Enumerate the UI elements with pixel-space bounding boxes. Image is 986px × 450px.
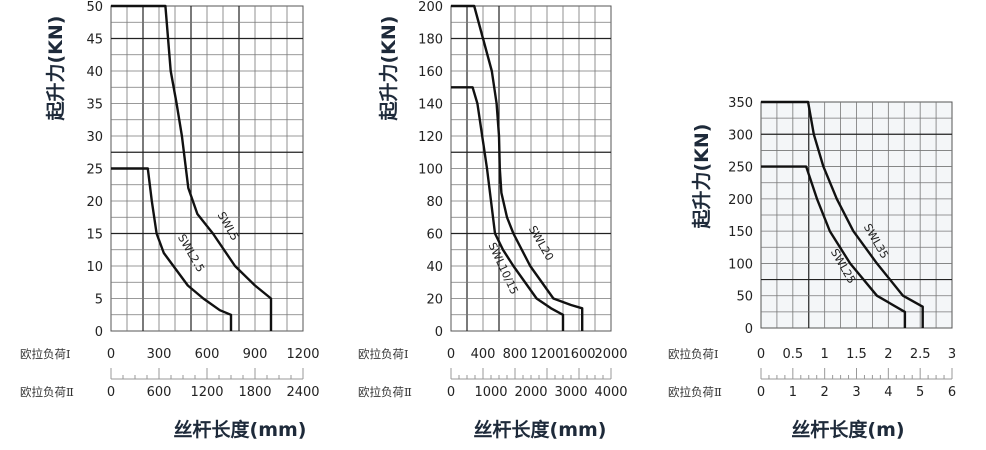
x-tick-label-II: 2 <box>821 385 829 400</box>
series-line-swl25 <box>761 165 907 328</box>
chart-1: 0 5 10 15 20 25 30 35 40 45 50 起升力(KN) 欧拉负荷Ⅰ 0 300 600 9… <box>20 0 320 441</box>
x-tick-label-I: 0.5 <box>782 347 803 362</box>
y-axis-label: 起升力(KN) <box>377 16 400 122</box>
y-tick-label: 40 <box>86 65 103 80</box>
y-tick-label: 50 <box>86 0 103 15</box>
x-axis-label: 丝杆长度(mm) <box>174 418 307 441</box>
x-tick-label-II: 5 <box>916 385 924 400</box>
x-tick-label-I: 900 <box>243 347 268 362</box>
y-tick-label: 10 <box>86 260 103 275</box>
y-tick-label: 25 <box>86 163 103 178</box>
y-tick-label: 20 <box>86 195 103 210</box>
x-tick-label-II: 1200 <box>190 385 223 400</box>
series-line-swl35 <box>761 100 924 328</box>
x-tick-label-I: 0 <box>757 347 765 362</box>
euler-load-I-label: 欧拉负荷Ⅰ <box>358 347 409 361</box>
y-tick-label: 50 <box>736 290 753 305</box>
x-tick-label-I: 2.5 <box>910 347 931 362</box>
y-tick-label: 300 <box>728 128 753 143</box>
y-tick-label: 60 <box>426 228 443 243</box>
y-tick-label: 350 <box>728 96 753 111</box>
x-tick-label-I: 1 <box>821 347 829 362</box>
y-tick-label: 0 <box>95 325 103 340</box>
y-tick-label: 0 <box>435 325 443 340</box>
x-axis-label: 丝杆长度(m) <box>791 418 904 441</box>
x-tick-label-I: 400 <box>471 347 496 362</box>
y-tick-label: 30 <box>86 130 103 145</box>
y-tick-label: 160 <box>418 65 443 80</box>
x-tick-label-II: 4 <box>884 385 892 400</box>
euler-load-II-label: 欧拉负荷Ⅱ <box>358 385 412 399</box>
y-tick-label: 45 <box>86 33 103 48</box>
y-tick-label: 180 <box>418 33 443 48</box>
y-tick-label: 80 <box>426 195 443 210</box>
series-line-swl1015 <box>451 86 565 331</box>
y-tick-label: 0 <box>745 322 753 337</box>
x-tick-label-II: 1800 <box>238 385 271 400</box>
series-line-swl20 <box>451 4 584 331</box>
x-tick-label-II: 1 <box>789 385 797 400</box>
x-tick-label-II: 600 <box>147 385 172 400</box>
series-line-swl5 <box>111 4 273 331</box>
x-tick-label-I: 2 <box>884 347 892 362</box>
x-tick-label-I: 300 <box>147 347 172 362</box>
x-tick-label-I: 0 <box>447 347 455 362</box>
y-tick-label: 140 <box>418 98 443 113</box>
y-tick-label: 100 <box>418 163 443 178</box>
x-tick-label-II: 0 <box>447 385 455 400</box>
y-tick-label: 200 <box>418 0 443 15</box>
y-tick-label: 40 <box>426 260 443 275</box>
euler-load-I-label: 欧拉负荷Ⅰ <box>20 347 71 361</box>
x-tick-label-II: 2400 <box>286 385 319 400</box>
x-tick-label-I: 3 <box>948 347 956 362</box>
x-tick-label-I: 1200 <box>530 347 563 362</box>
x-tick-label-I: 800 <box>503 347 528 362</box>
x-tick-label-I: 2000 <box>594 347 627 362</box>
x-tick-label-II: 3000 <box>554 385 587 400</box>
x-axis-label: 丝杆长度(mm) <box>474 418 607 441</box>
y-axis-label: 起升力(KN) <box>44 16 67 122</box>
x-tick-label-II: 3 <box>852 385 860 400</box>
euler-load-II-label: 欧拉负荷Ⅱ <box>20 385 74 399</box>
x-tick-label-I: 600 <box>195 347 220 362</box>
x-tick-label-II: 0 <box>107 385 115 400</box>
chart-2: 0 20 40 60 80 100 120 140 160 180 200 起升力(KN) 欧拉负荷Ⅰ 0… <box>358 0 628 441</box>
x-tick-label-II: 2000 <box>514 385 547 400</box>
x-tick-label-II: 1000 <box>474 385 507 400</box>
y-tick-label: 120 <box>418 130 443 145</box>
x-tick-label-I: 1200 <box>286 347 319 362</box>
y-axis-label: 起升力(KN) <box>690 124 713 230</box>
euler-load-I-label: 欧拉负荷Ⅰ <box>668 347 719 361</box>
y-tick-label: 250 <box>728 161 753 176</box>
y-tick-label: 150 <box>728 225 753 240</box>
y-tick-label: 200 <box>728 193 753 208</box>
y-tick-label: 35 <box>86 98 103 113</box>
y-tick-label: 100 <box>728 257 753 272</box>
x-tick-label-I: 0 <box>107 347 115 362</box>
x-tick-label-I: 1600 <box>562 347 595 362</box>
y-tick-label: 5 <box>95 293 103 308</box>
x-tick-label-I: 1.5 <box>846 347 867 362</box>
x-tick-label-II: 0 <box>757 385 765 400</box>
y-tick-label: 20 <box>426 293 443 308</box>
x-tick-label-II: 4000 <box>594 385 627 400</box>
y-tick-label: 15 <box>86 228 103 243</box>
euler-load-II-label: 欧拉负荷Ⅱ <box>668 385 722 399</box>
series-line-swl25 <box>111 167 233 331</box>
x-tick-label-II: 6 <box>948 385 956 400</box>
